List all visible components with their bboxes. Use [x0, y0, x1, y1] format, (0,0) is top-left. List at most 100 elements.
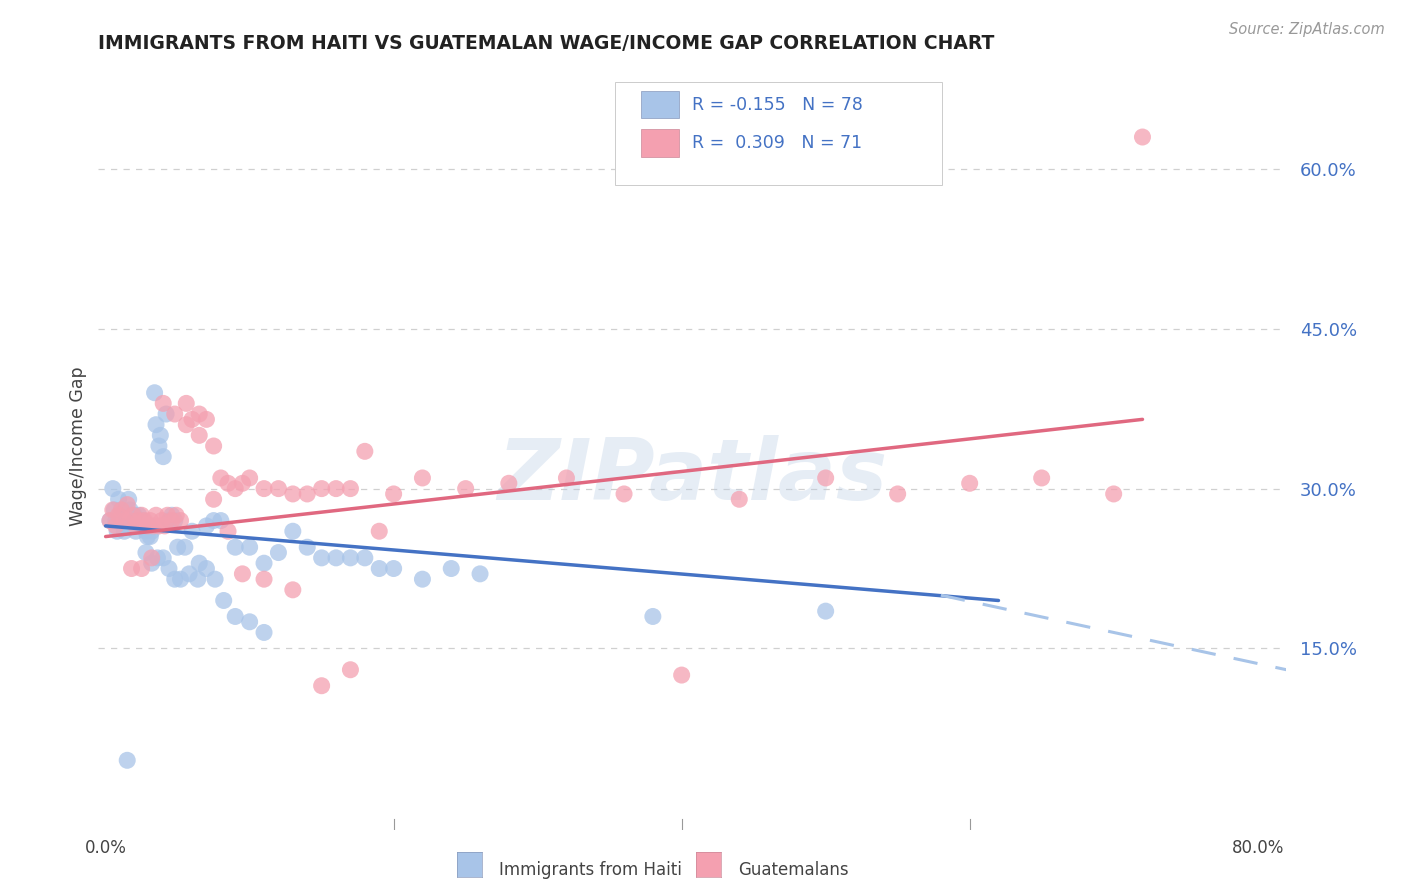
Point: [150, 514, 173, 528]
Point: [209, 471, 232, 485]
Point: [105, 524, 128, 539]
Point: [149, 428, 172, 442]
Point: [107, 508, 129, 523]
Point: [1132, 130, 1154, 145]
Point: [115, 753, 138, 767]
Point: [129, 514, 152, 528]
Point: [179, 566, 201, 581]
Point: [224, 609, 246, 624]
Point: [146, 550, 169, 565]
Point: [339, 550, 361, 565]
Point: [311, 482, 333, 496]
Point: [613, 487, 636, 501]
Point: [231, 476, 253, 491]
Point: [122, 508, 145, 523]
Point: [411, 572, 433, 586]
Point: [120, 514, 142, 528]
Point: [122, 519, 145, 533]
Point: [148, 439, 170, 453]
Point: [202, 492, 225, 507]
Point: [131, 508, 153, 523]
Point: [253, 572, 276, 586]
Point: [139, 530, 162, 544]
Point: [134, 519, 156, 533]
Point: [173, 540, 195, 554]
Point: [121, 561, 143, 575]
Point: [136, 530, 159, 544]
Point: [110, 503, 132, 517]
Text: Guatemalans: Guatemalans: [738, 861, 849, 879]
Point: [153, 519, 176, 533]
Point: [217, 476, 239, 491]
Point: [98, 514, 121, 528]
Point: [145, 508, 167, 523]
Text: Immigrants from Haiti: Immigrants from Haiti: [499, 861, 682, 879]
Point: [195, 561, 218, 575]
Text: IMMIGRANTS FROM HAITI VS GUATEMALAN WAGE/INCOME GAP CORRELATION CHART: IMMIGRANTS FROM HAITI VS GUATEMALAN WAGE…: [98, 34, 995, 53]
Point: [188, 407, 211, 421]
Point: [107, 492, 129, 507]
Point: [311, 679, 333, 693]
Point: [114, 519, 136, 533]
Point: [728, 492, 751, 507]
Point: [181, 524, 204, 539]
Point: [297, 487, 319, 501]
Text: R =  0.309   N = 71: R = 0.309 N = 71: [692, 134, 862, 152]
Point: [152, 396, 174, 410]
Point: [136, 519, 159, 533]
Point: [267, 545, 290, 559]
Point: [163, 514, 186, 528]
Point: [325, 482, 347, 496]
Point: [368, 524, 391, 539]
Point: [440, 561, 463, 575]
Point: [115, 514, 138, 528]
FancyBboxPatch shape: [641, 129, 679, 157]
Point: [353, 444, 375, 458]
Point: [886, 487, 908, 501]
Point: [555, 471, 578, 485]
Point: [152, 550, 174, 565]
Point: [115, 498, 138, 512]
Point: [239, 540, 262, 554]
Point: [132, 514, 155, 528]
Point: [104, 514, 127, 528]
Point: [339, 663, 361, 677]
Point: [156, 508, 179, 523]
Point: [131, 519, 153, 533]
Point: [253, 625, 276, 640]
Point: [281, 487, 304, 501]
Point: [311, 550, 333, 565]
Y-axis label: Wage/Income Gap: Wage/Income Gap: [69, 367, 87, 525]
Point: [139, 514, 162, 528]
Point: [166, 540, 188, 554]
Point: [124, 508, 146, 523]
Point: [112, 514, 135, 528]
Point: [163, 572, 186, 586]
Point: [143, 385, 166, 400]
Point: [160, 514, 183, 528]
Point: [134, 514, 156, 528]
Point: [468, 566, 491, 581]
Point: [98, 514, 121, 528]
FancyBboxPatch shape: [616, 81, 942, 186]
Point: [181, 412, 204, 426]
Point: [125, 519, 148, 533]
Point: [454, 482, 477, 496]
Point: [141, 550, 163, 565]
Point: [411, 471, 433, 485]
Point: [382, 561, 405, 575]
Point: [118, 492, 141, 507]
Point: [112, 524, 135, 539]
Point: [169, 572, 191, 586]
Text: Source: ZipAtlas.com: Source: ZipAtlas.com: [1229, 22, 1385, 37]
Point: [141, 524, 163, 539]
Point: [1102, 487, 1125, 501]
Point: [239, 615, 262, 629]
Point: [135, 545, 157, 559]
Point: [108, 508, 131, 523]
Point: [195, 412, 218, 426]
Point: [145, 417, 167, 432]
Point: [231, 566, 253, 581]
Point: [814, 604, 837, 618]
Point: [125, 524, 148, 539]
